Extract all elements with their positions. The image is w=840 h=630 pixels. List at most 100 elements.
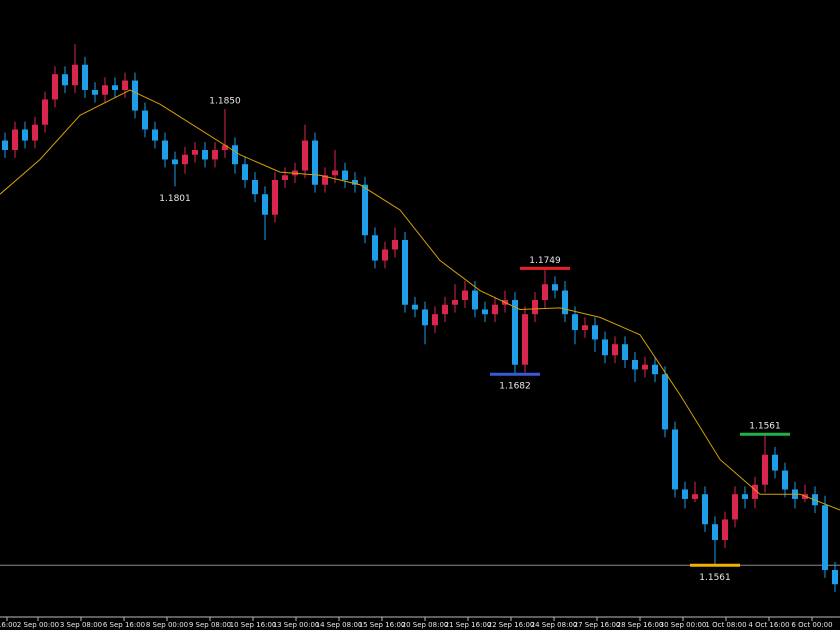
candle-body <box>482 309 488 315</box>
candle-body <box>362 184 368 236</box>
candle-body <box>162 140 168 160</box>
level-label: 1.1749 <box>529 256 561 266</box>
x-tick-label: 16:00 <box>0 621 17 629</box>
candle-body <box>692 494 698 499</box>
candle-body <box>582 325 588 330</box>
candle-body <box>372 235 378 261</box>
candle-body <box>752 484 758 499</box>
candle-body <box>62 74 68 86</box>
candle-body <box>182 154 188 165</box>
candle-body <box>702 494 708 525</box>
x-tick-label: 3 Sep 08:00 <box>60 621 102 629</box>
candle-body <box>232 145 238 165</box>
level-label: 1.1801 <box>159 194 191 204</box>
candle-body <box>562 290 568 315</box>
candle-body <box>542 284 548 300</box>
candle-body <box>712 524 718 540</box>
candle-body <box>302 140 308 171</box>
level-label: 1.1850 <box>209 96 241 106</box>
candle-body <box>642 364 648 370</box>
x-tick-label: 27 Sep 16:00 <box>574 621 621 629</box>
candle-body <box>322 175 328 185</box>
x-tick-label: 6 Sep 16:00 <box>103 621 145 629</box>
x-tick-label: 14 Sep 08:00 <box>316 621 363 629</box>
candle-body <box>452 300 458 305</box>
x-tick-label: 1 Oct 08:00 <box>705 621 746 629</box>
candle-body <box>742 494 748 499</box>
candle-body <box>472 290 478 310</box>
candle-body <box>282 175 288 180</box>
candle-body <box>652 364 658 375</box>
candle-body <box>572 314 578 330</box>
candle-body <box>2 140 8 150</box>
candle-body <box>492 304 498 315</box>
candle-body <box>312 140 318 185</box>
candle-body <box>782 470 788 490</box>
candle-body <box>532 300 538 315</box>
candle-body <box>592 325 598 340</box>
candle-body <box>112 85 118 90</box>
x-tick-label: 15 Sep 16:00 <box>359 621 406 629</box>
candle-body <box>442 304 448 315</box>
candle-body <box>682 489 688 499</box>
candle-body <box>192 150 198 155</box>
candle-body <box>22 129 28 141</box>
x-tick-label: 10 Sep 16:00 <box>230 621 277 629</box>
candle-body <box>262 194 268 215</box>
x-tick-label: 20 Sep 08:00 <box>402 621 449 629</box>
x-tick-label: 2 Sep 00:00 <box>17 621 59 629</box>
candle-body <box>122 80 128 90</box>
candle-body <box>252 180 258 195</box>
candle-body <box>822 505 828 570</box>
x-tick-label: 6 Oct 00:00 <box>791 621 832 629</box>
candle-body <box>732 494 738 520</box>
candle-body <box>432 314 438 326</box>
x-tick-label: 30 Sep 00:00 <box>660 621 707 629</box>
candle-body <box>132 80 138 111</box>
candle-body <box>672 429 678 490</box>
candle-body <box>72 64 78 86</box>
x-tick-label: 21 Sep 16:00 <box>445 621 492 629</box>
candle-body <box>722 519 728 540</box>
candle-body <box>612 344 618 356</box>
candle-body <box>142 110 148 130</box>
candle-body <box>12 129 18 150</box>
candle-body <box>342 170 348 180</box>
candle-body <box>602 339 608 356</box>
candle-body <box>552 284 558 291</box>
x-tick-label: 28 Sep 16:00 <box>617 621 664 629</box>
candle-body <box>832 570 838 585</box>
candle-body <box>172 159 178 165</box>
candle-body <box>382 249 388 261</box>
x-tick-label: 13 Sep 00:00 <box>273 621 320 629</box>
candle-body <box>272 180 278 215</box>
candle-body <box>772 454 778 471</box>
candle-body <box>632 360 638 370</box>
candle-body <box>762 454 768 485</box>
level-label: 1.1561 <box>699 573 731 583</box>
candle-body <box>202 150 208 160</box>
candle-body <box>242 164 248 180</box>
candle-body <box>212 150 218 160</box>
candle-body <box>522 314 528 365</box>
candle-body <box>92 90 98 95</box>
x-tick-label: 24 Sep 08:00 <box>531 621 578 629</box>
candle-body <box>52 74 58 100</box>
candle-body <box>662 374 668 430</box>
candle-body <box>32 124 38 141</box>
candle-body <box>152 129 158 141</box>
candle-body <box>462 290 468 300</box>
candle-body <box>622 344 628 360</box>
x-tick-label: 4 Oct 16:00 <box>748 621 789 629</box>
candle-body <box>222 145 228 150</box>
candle-body <box>422 309 428 326</box>
level-label: 1.1561 <box>749 422 781 432</box>
candle-body <box>42 99 48 125</box>
candle-body <box>392 240 398 250</box>
candle-body <box>82 64 88 90</box>
x-tick-label: 8 Sep 00:00 <box>146 621 188 629</box>
candle-body <box>332 170 338 176</box>
candle-body <box>512 300 518 365</box>
